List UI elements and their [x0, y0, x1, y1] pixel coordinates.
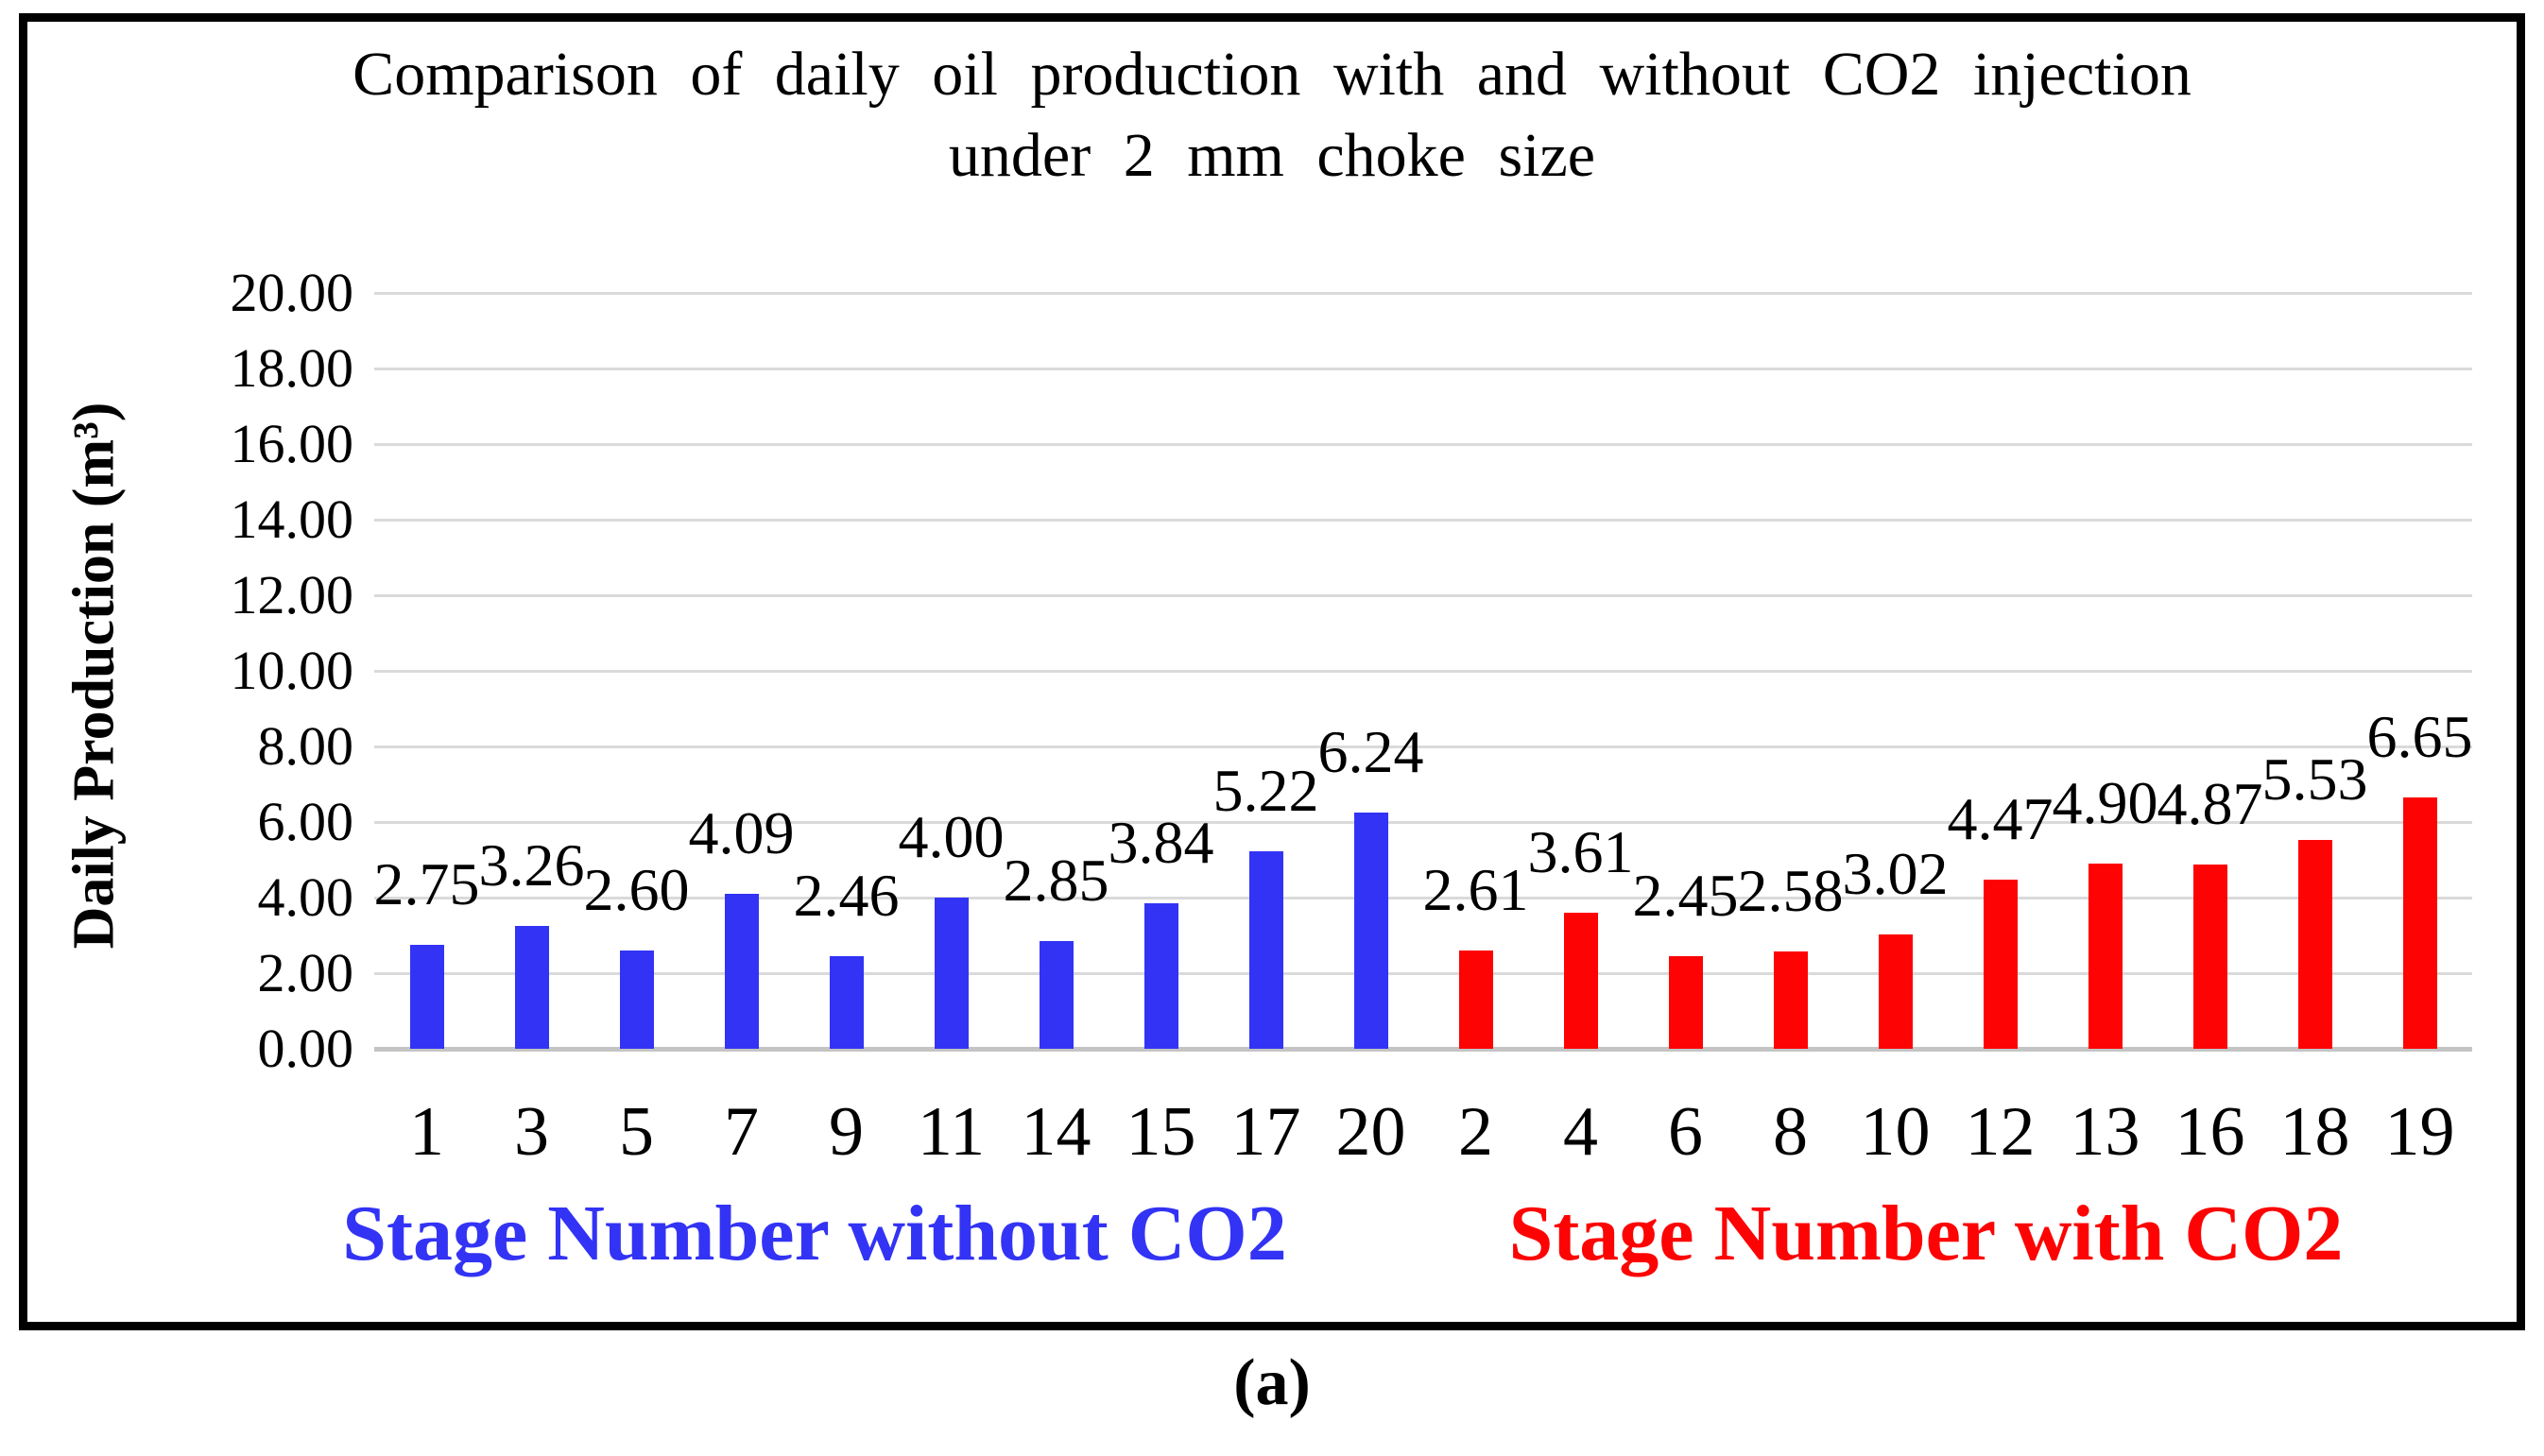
bar — [1248, 851, 1283, 1049]
bar-value-label: 2.75 — [373, 850, 480, 917]
y-tick-label: 8.00 — [257, 715, 354, 777]
x-tick-label: 18 — [2279, 1093, 2350, 1171]
y-tick-label: 14.00 — [230, 488, 354, 550]
x-tick-label: 16 — [2174, 1093, 2245, 1171]
gridline — [374, 820, 2472, 824]
x-tick-label: 12 — [1965, 1093, 2036, 1171]
y-tick-label: 6.00 — [257, 791, 354, 852]
bar — [2402, 797, 2437, 1049]
bar — [1983, 880, 2018, 1049]
x-tick-label: 8 — [1773, 1093, 1808, 1171]
x-tick-label: 5 — [619, 1093, 654, 1171]
gridline — [374, 291, 2472, 295]
bar-value-label: 3.61 — [1527, 817, 1634, 885]
chart-title-line1: Comparison of daily oil production with … — [352, 40, 2192, 109]
bar-value-label: 2.61 — [1422, 855, 1529, 923]
y-tick-label: 4.00 — [257, 866, 354, 928]
bar — [724, 894, 759, 1049]
x-tick-label: 2 — [1458, 1093, 1493, 1171]
chart-title-line2: under 2 mm choke size — [948, 121, 1596, 190]
bar-value-label: 3.26 — [478, 831, 585, 899]
gridline — [374, 971, 2472, 975]
bar — [1563, 912, 1598, 1049]
bar — [1878, 934, 1913, 1049]
bar-value-label: 6.24 — [1317, 718, 1424, 786]
bar — [2297, 839, 2332, 1049]
gridline — [374, 593, 2472, 597]
x-tick-label: 3 — [514, 1093, 549, 1171]
y-tick-label: 20.00 — [230, 262, 354, 323]
bar-value-label: 3.84 — [1108, 809, 1214, 877]
x-tick-label: 10 — [1860, 1093, 1931, 1171]
y-tick-label: 18.00 — [230, 337, 354, 399]
x-tick-label: 19 — [2384, 1093, 2455, 1171]
bar-value-label: 3.02 — [1842, 840, 1949, 908]
gridline — [374, 896, 2472, 899]
bar — [1458, 950, 1493, 1049]
bar — [514, 925, 549, 1049]
bar — [829, 955, 864, 1049]
bar-value-label: 4.87 — [2157, 770, 2263, 838]
bar-value-label: 4.00 — [898, 803, 1005, 870]
bar — [619, 951, 654, 1049]
gridline — [374, 518, 2472, 522]
x-tick-label: 4 — [1563, 1093, 1598, 1171]
bar — [934, 898, 969, 1049]
bar-value-label: 5.22 — [1212, 757, 1319, 825]
gridline — [374, 442, 2472, 446]
x-tick-label: 11 — [917, 1093, 986, 1171]
bar-value-label: 4.90 — [2052, 769, 2158, 836]
x-tick-label: 14 — [1021, 1093, 1092, 1171]
y-axis-title: Daily Production (m³) — [61, 402, 127, 950]
bar-value-label: 4.47 — [1947, 785, 2054, 853]
y-tick-label: 12.00 — [230, 564, 354, 625]
x-tick-label: 1 — [409, 1093, 444, 1171]
chart-title: Comparison of daily oil production with … — [19, 34, 2525, 197]
bar — [1773, 951, 1808, 1049]
x-axis-baseline — [374, 1046, 2472, 1052]
y-tick-label: 0.00 — [257, 1018, 354, 1079]
x-tick-label: 15 — [1126, 1093, 1196, 1171]
bar — [1039, 941, 1074, 1049]
x-tick-label: 6 — [1668, 1093, 1703, 1171]
x-tick-label: 17 — [1230, 1093, 1301, 1171]
x-tick-label: 20 — [1335, 1093, 1406, 1171]
group-label-without-co2: Stage Number without CO2 — [342, 1190, 1287, 1277]
bar-value-label: 2.85 — [1003, 847, 1109, 914]
bar-value-label: 4.09 — [688, 799, 795, 867]
y-tick-label: 2.00 — [257, 942, 354, 1003]
x-tick-label: 7 — [724, 1093, 759, 1171]
bar — [409, 945, 444, 1049]
gridline — [374, 669, 2472, 673]
y-tick-label: 10.00 — [230, 640, 354, 701]
bar — [2192, 865, 2227, 1049]
bar — [1668, 956, 1703, 1049]
x-tick-label: 9 — [829, 1093, 864, 1171]
bar-value-label: 2.58 — [1737, 856, 1844, 924]
group-label-with-co2: Stage Number with CO2 — [1508, 1190, 2344, 1277]
bar-value-label: 5.53 — [2261, 745, 2368, 813]
gridline — [374, 367, 2472, 370]
gridline — [374, 745, 2472, 748]
bar — [1143, 903, 1178, 1049]
bar — [1353, 813, 1388, 1049]
figure-caption: (a) — [1233, 1346, 1311, 1419]
bar-value-label: 2.45 — [1632, 862, 1739, 929]
y-tick-label: 16.00 — [230, 413, 354, 474]
bar-value-label: 6.65 — [2366, 703, 2473, 770]
bar-value-label: 2.46 — [793, 861, 900, 929]
bar-value-label: 2.60 — [583, 856, 690, 923]
x-tick-label: 13 — [2070, 1093, 2140, 1171]
bar — [2088, 864, 2123, 1049]
